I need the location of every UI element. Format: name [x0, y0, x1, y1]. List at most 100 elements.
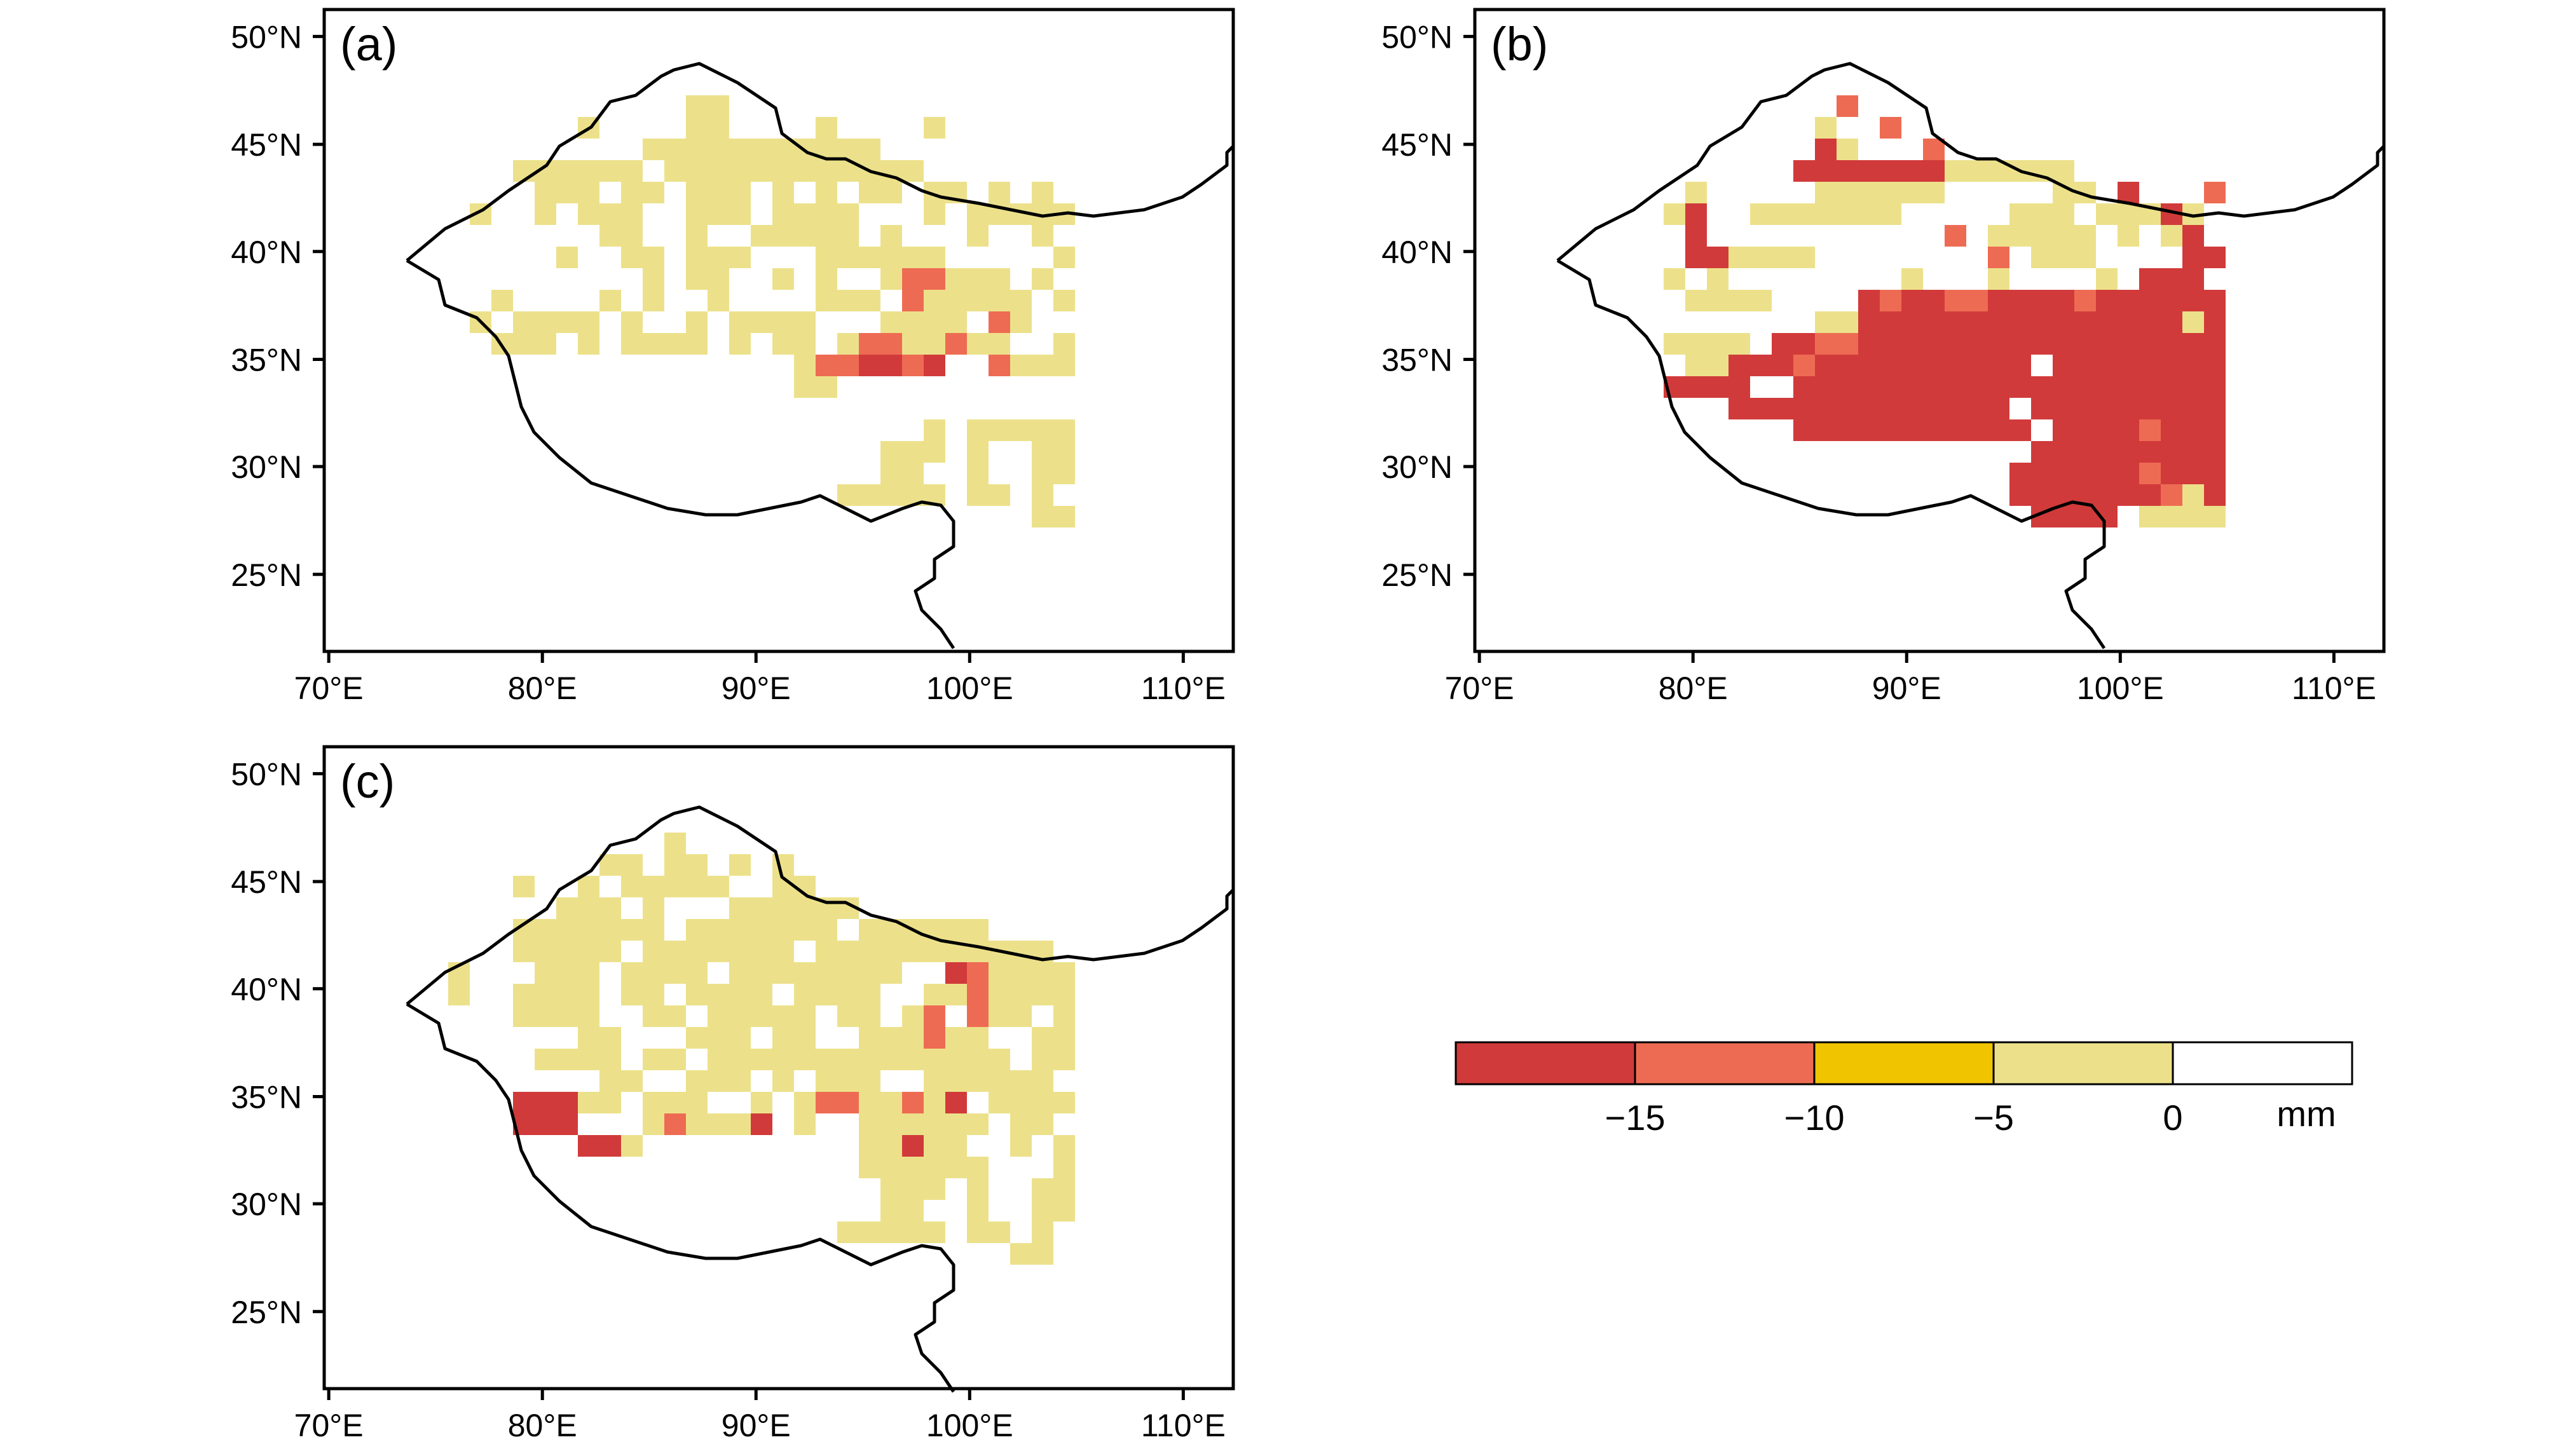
grid-cell — [816, 1049, 837, 1070]
grid-cell — [1815, 182, 1837, 203]
grid-cell — [794, 355, 816, 376]
grid-cell — [2204, 333, 2226, 355]
grid-cell — [2031, 463, 2053, 484]
x-tick-label: 80°E — [508, 1408, 577, 1443]
grid-cell — [1728, 355, 1750, 376]
grid-cell — [816, 919, 837, 941]
grid-cell — [2161, 355, 2182, 376]
grid-cell — [2053, 398, 2074, 419]
grid-cell — [924, 441, 945, 463]
grid-cell — [880, 1157, 902, 1178]
grid-cell — [708, 139, 729, 160]
grid-cell — [1945, 311, 1966, 333]
grid-cell — [924, 984, 945, 1005]
grid-cell — [2031, 376, 2053, 398]
grid-cell — [708, 1005, 729, 1027]
grid-cell — [621, 984, 643, 1005]
grid-cell — [1923, 182, 1945, 203]
grid-cell — [2182, 398, 2204, 419]
grid-cell — [686, 225, 708, 247]
grid-cell — [729, 333, 751, 355]
grid-cell — [989, 1049, 1010, 1070]
grid-cell — [1966, 290, 1988, 311]
grid-cell — [513, 984, 535, 1005]
grid-cell — [686, 1070, 708, 1092]
grid-cell — [1685, 333, 1707, 355]
grid-cell — [1901, 398, 1923, 419]
grid-cell — [1053, 1049, 1075, 1070]
grid-cell — [1032, 268, 1053, 290]
grid-cell — [2139, 506, 2161, 527]
grid-cell — [1032, 182, 1053, 203]
grid-cell — [1664, 268, 1685, 290]
grid-cell — [2118, 441, 2139, 463]
grid-cell — [989, 333, 1010, 355]
grid-cell — [2182, 484, 2204, 506]
grid-cell — [491, 290, 513, 311]
y-tick-label: 30°N — [231, 449, 302, 485]
grid-cell — [880, 1178, 902, 1200]
grid-cell — [578, 876, 599, 897]
grid-cell — [686, 117, 708, 139]
grid-cell — [621, 1135, 643, 1157]
grid-cell — [924, 203, 945, 225]
grid-cell — [686, 182, 708, 203]
colorbar-box — [1454, 1041, 1636, 1085]
grid-cell — [621, 333, 643, 355]
grid-cell — [729, 1005, 751, 1027]
grid-cell — [2118, 376, 2139, 398]
grid-cell — [837, 984, 859, 1005]
grid-cell — [578, 897, 599, 919]
grid-cell — [859, 1135, 880, 1157]
grid-cell — [664, 854, 686, 876]
grid-cell — [1032, 355, 1053, 376]
grid-cell — [2053, 463, 2074, 484]
grid-cell — [686, 919, 708, 941]
grid-cell — [967, 1027, 989, 1049]
grid-cell — [1858, 311, 1880, 333]
grid-cell — [880, 1135, 902, 1157]
grid-cell — [2204, 419, 2226, 441]
grid-cell — [2031, 484, 2053, 506]
grid-cell — [859, 139, 880, 160]
grid-cell — [708, 160, 729, 182]
grid-cell — [664, 876, 686, 897]
grid-cell — [643, 919, 664, 941]
grid-cell — [902, 1221, 924, 1243]
grid-cell — [2182, 355, 2204, 376]
grid-cell — [1966, 355, 1988, 376]
grid-cell — [2009, 484, 2031, 506]
grid-cell — [2074, 506, 2096, 527]
grid-cell — [924, 333, 945, 355]
grid-cell — [2161, 268, 2182, 290]
grid-cell — [859, 182, 880, 203]
grid-cell — [859, 1113, 880, 1135]
y-tick-label: 50°N — [1381, 19, 1453, 55]
grid-cell — [643, 1005, 664, 1027]
grid-cell — [989, 311, 1010, 333]
grid-cell — [924, 1049, 945, 1070]
grid-cell — [2204, 290, 2226, 311]
grid-cell — [1010, 311, 1032, 333]
grid-cell — [664, 160, 686, 182]
grid-cell — [599, 854, 621, 876]
grid-cell — [535, 941, 556, 962]
grid-cell — [664, 833, 686, 854]
grid-cell — [2009, 290, 2031, 311]
grid-cell — [664, 1049, 686, 1070]
grid-cell — [1793, 333, 1815, 355]
grid-cell — [1053, 1157, 1075, 1178]
grid-cell — [686, 1113, 708, 1135]
grid-cell — [599, 203, 621, 225]
grid-cell — [1880, 398, 1901, 419]
grid-cell — [2139, 290, 2161, 311]
grid-cell — [1053, 419, 1075, 441]
colorbar-box — [1634, 1041, 1816, 1085]
grid-cell — [945, 1113, 967, 1135]
grid-cell — [1032, 1113, 1053, 1135]
grid-cell — [729, 1070, 751, 1092]
y-tick-label: 25°N — [1381, 557, 1453, 593]
grid-cell — [1880, 160, 1901, 182]
grid-cell — [751, 919, 772, 941]
